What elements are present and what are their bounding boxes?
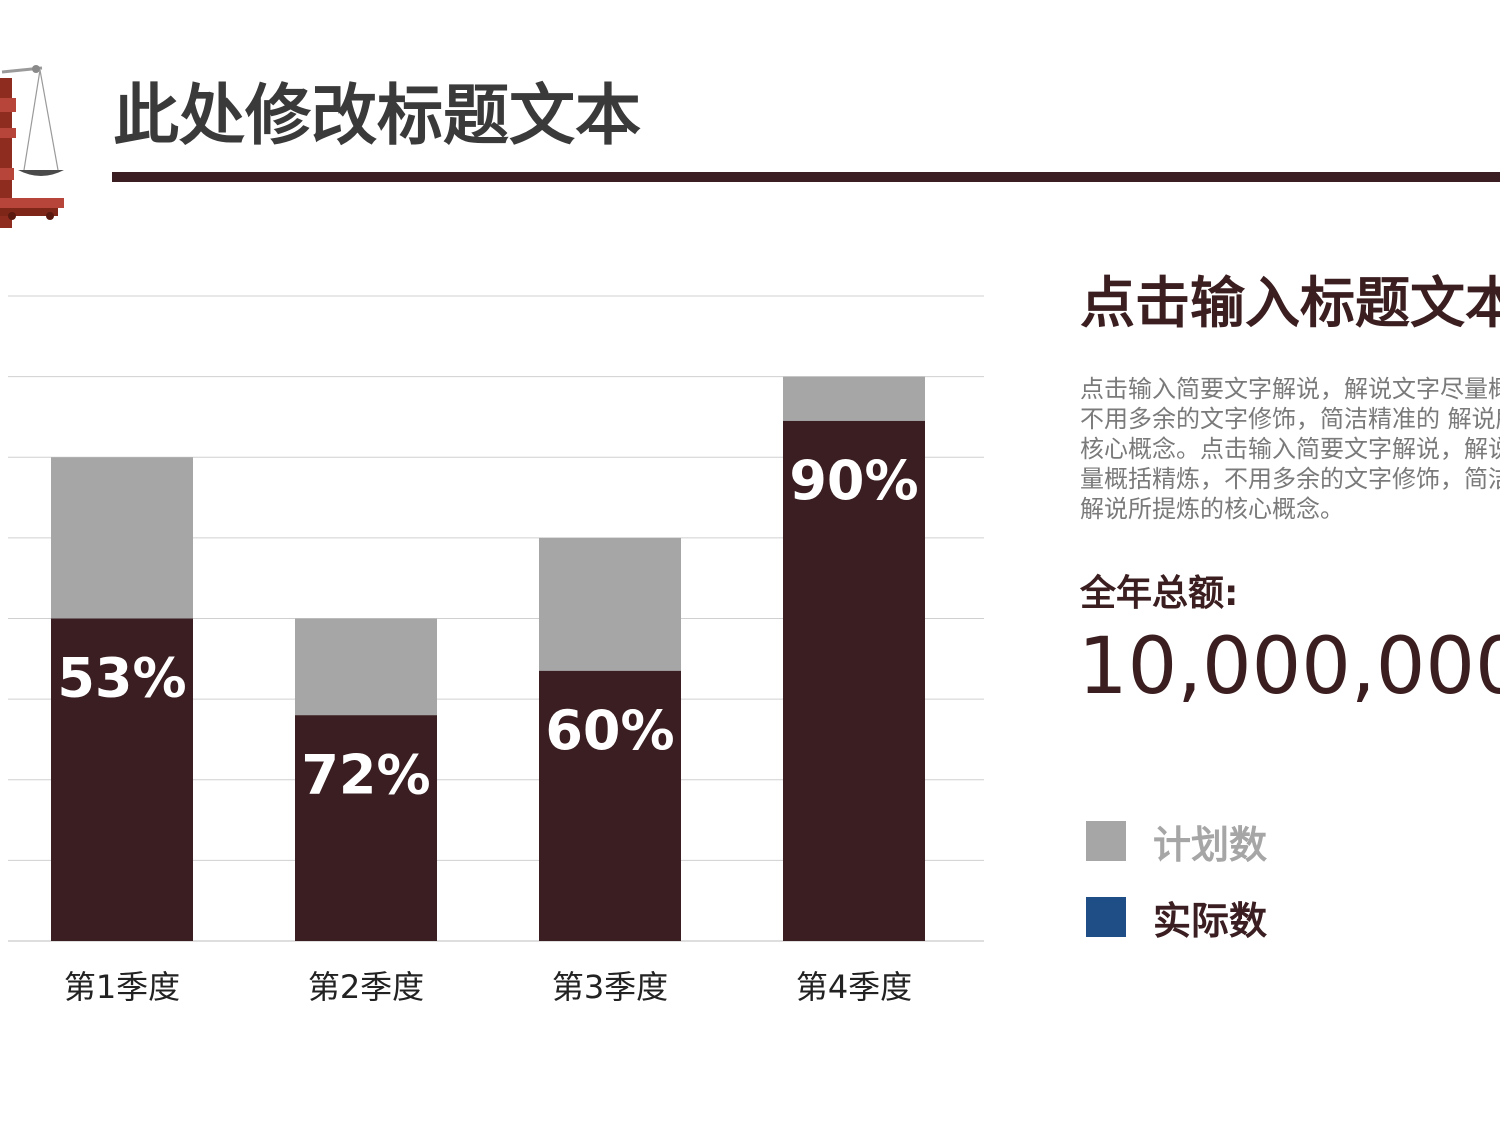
stacked-bar-chart: 53% 第1季度 72% 第2季度 60% 第3季度 90% 第4季度 bbox=[8, 295, 984, 1006]
description-line: 解说所提炼的核心概念。 bbox=[1080, 495, 1344, 523]
legend-swatch-planned bbox=[1086, 821, 1126, 861]
legend-item-actual: 实际数 bbox=[1086, 897, 1267, 943]
data-label: 72% bbox=[301, 743, 430, 806]
legend-label-planned: 计划数 bbox=[1153, 822, 1268, 867]
description-line: 量概括精炼，不用多余的文字修饰，简洁精准的 bbox=[1080, 465, 1500, 493]
description-line: 不用多余的文字修饰，简洁精准的 解说所提炼的 bbox=[1080, 405, 1500, 433]
bar-actual bbox=[539, 670, 681, 941]
side-title: 点击输入标题文本 bbox=[1080, 271, 1500, 335]
x-tick-label: 第1季度 bbox=[64, 968, 180, 1006]
legend-swatch-actual bbox=[1086, 897, 1126, 937]
side-description: 点击输入简要文字解说，解说文字尽量概括精炼， 不用多余的文字修饰，简洁精准的 解… bbox=[1080, 374, 1500, 526]
x-tick-label: 第4季度 bbox=[796, 968, 912, 1006]
page-title: 此处修改标题文本 bbox=[113, 77, 641, 154]
data-label: 53% bbox=[57, 647, 186, 710]
x-tick-label: 第3季度 bbox=[552, 968, 668, 1006]
data-label: 90% bbox=[789, 449, 918, 512]
total-value: 10,000,000 bbox=[1078, 622, 1500, 712]
data-label: 60% bbox=[545, 699, 674, 762]
description-line: 核心概念。点击输入简要文字解说，解说文字尽 bbox=[1080, 435, 1500, 463]
bar-actual bbox=[295, 715, 437, 941]
legend-item-planned: 计划数 bbox=[1086, 821, 1267, 867]
bar-actual bbox=[783, 420, 925, 941]
description-line: 点击输入简要文字解说，解说文字尽量概括精炼， bbox=[1080, 375, 1500, 403]
total-label: 全年总额: bbox=[1080, 573, 1239, 614]
title-divider bbox=[112, 172, 1500, 182]
legend-label-actual: 实际数 bbox=[1153, 898, 1268, 943]
bar-actual bbox=[51, 618, 193, 941]
scales-of-justice-icon bbox=[0, 65, 64, 228]
x-tick-label: 第2季度 bbox=[308, 968, 424, 1006]
